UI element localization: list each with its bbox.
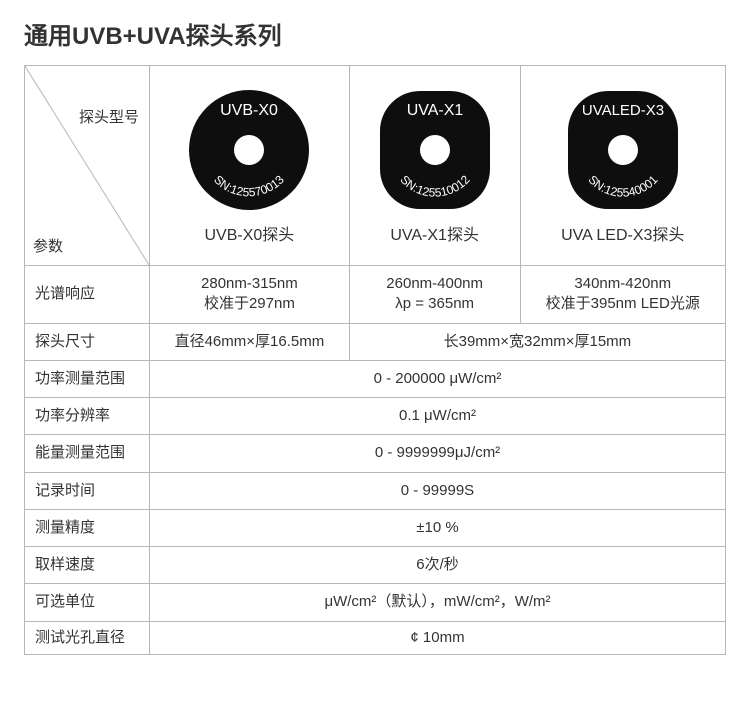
sensor-name-2: UVA LED-X3探头	[561, 225, 684, 247]
header-model-label: 探头型号	[79, 108, 139, 128]
size-0: 直径46mm×厚16.5mm	[150, 323, 350, 360]
row-label-aperture: 测试光孔直径	[25, 621, 150, 654]
sensor-icon-uvb-x0: UVB-X0 SN:125570013	[184, 85, 314, 215]
svg-text:UVALED-X3: UVALED-X3	[582, 102, 664, 119]
spectral-1-line2: λp = 365nm	[395, 295, 474, 312]
sensor-name-1: UVA-X1探头	[390, 225, 479, 247]
sensor-icon-uvaled-x3: UVALED-X3 SN:125540001	[558, 85, 688, 215]
spectral-2-line2: 校准于395nm LED光源	[546, 295, 700, 312]
spectral-2: 340nm-420nm 校准于395nm LED光源	[520, 266, 725, 324]
sensor-icon-uva-x1: UVA-X1 SN:125510012	[370, 85, 500, 215]
spectral-2-line1: 340nm-420nm	[574, 275, 671, 292]
energy-range-value: 0 - 9999999μJ/cm²	[150, 435, 726, 472]
sample-rate-value: 6次/秒	[150, 547, 726, 584]
spectral-1-line1: 260nm-400nm	[386, 275, 483, 292]
aperture-value: ¢ 10mm	[150, 621, 726, 654]
svg-text:UVB-X0: UVB-X0	[220, 102, 278, 119]
sensor-col-0: UVB-X0 SN:125570013 UVB-X0探头	[150, 66, 350, 266]
power-range-value: 0 - 200000 μW/cm²	[150, 360, 726, 397]
record-time-value: 0 - 99999S	[150, 472, 726, 509]
row-label-record-time: 记录时间	[25, 472, 150, 509]
row-label-energy-range: 能量测量范围	[25, 435, 150, 472]
svg-text:UVA-X1: UVA-X1	[406, 102, 463, 119]
spectral-0: 280nm-315nm 校准于297nm	[150, 266, 350, 324]
size-12: 长39mm×宽32mm×厚15mm	[349, 323, 725, 360]
corner-cell: 探头型号 参数	[25, 66, 150, 266]
diagonal-line	[25, 66, 149, 265]
row-label-units: 可选单位	[25, 584, 150, 621]
spectral-1: 260nm-400nm λp = 365nm	[349, 266, 520, 324]
units-value: μW/cm²（默认），mW/cm²，W/m²	[150, 584, 726, 621]
sensor-name-0: UVB-X0探头	[204, 225, 294, 247]
sensor-col-2: UVALED-X3 SN:125540001 UVA LED-X3探头	[520, 66, 725, 266]
accuracy-value: ±10 %	[150, 509, 726, 546]
row-label-sample-rate: 取样速度	[25, 547, 150, 584]
row-label-spectral: 光谱响应	[25, 266, 150, 324]
spec-table: 探头型号 参数 UVB-X0 SN:125570013	[24, 65, 726, 655]
page-title: 通用UVB+UVA探头系列	[24, 16, 726, 51]
spectral-0-line1: 280nm-315nm	[201, 275, 298, 292]
sensor-col-1: UVA-X1 SN:125510012 UVA-X1探头	[349, 66, 520, 266]
power-res-value: 0.1 μW/cm²	[150, 398, 726, 435]
row-label-power-range: 功率测量范围	[25, 360, 150, 397]
header-param-label: 参数	[33, 237, 63, 257]
spectral-0-line2: 校准于297nm	[204, 295, 295, 312]
row-label-size: 探头尺寸	[25, 323, 150, 360]
row-label-power-res: 功率分辨率	[25, 398, 150, 435]
row-label-accuracy: 测量精度	[25, 509, 150, 546]
